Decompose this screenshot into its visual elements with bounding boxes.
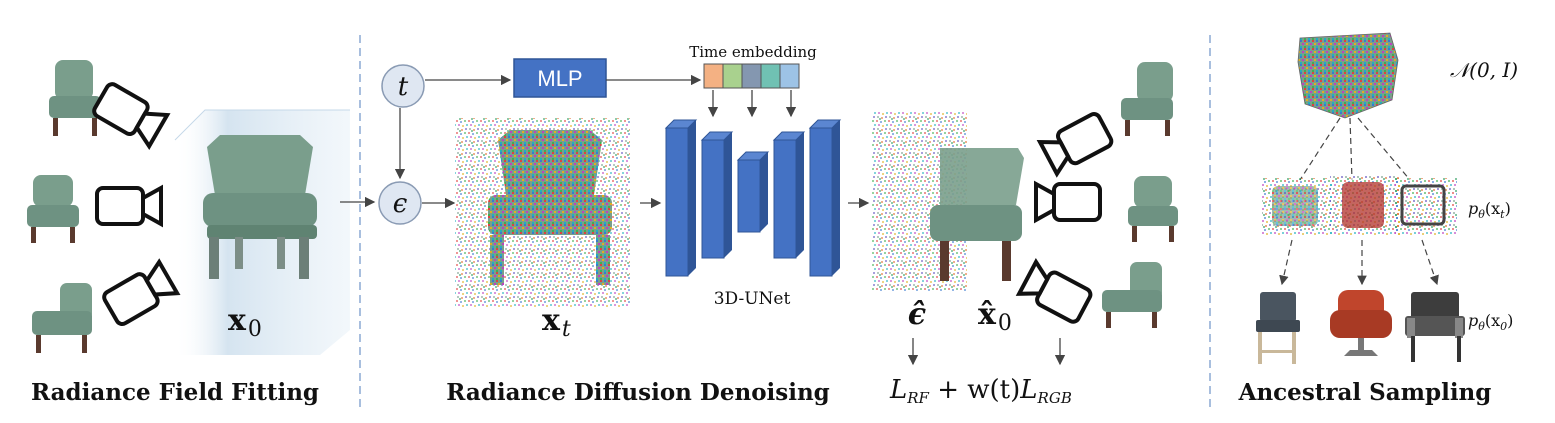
unet-block-4: [772, 131, 806, 259]
radiance-field-chair: [203, 135, 317, 279]
unet-block-5: [808, 119, 842, 277]
time-embedding-vector: [703, 63, 800, 89]
final-sample-armchair: [1330, 290, 1392, 356]
unet-block-1: [664, 119, 698, 277]
mlp-box: [513, 58, 607, 98]
t-node: [381, 64, 425, 108]
epsilon-label: ϵ: [393, 189, 408, 219]
output-chair-3: [1102, 262, 1162, 328]
camera-icon-3: [102, 258, 181, 326]
embed-cell-3: [741, 63, 762, 89]
unet-label: 3D-UNet: [714, 289, 791, 309]
output-chair-2: [1128, 176, 1178, 242]
intermediate-sample-3: [1395, 178, 1457, 236]
camera-icon-1: [92, 82, 171, 150]
dash-sample-to-stool: [1279, 239, 1293, 286]
x0-hat-label: x̂0: [978, 297, 1012, 336]
unet-3d: [664, 119, 842, 277]
dash-noise-to-left: [1299, 117, 1341, 181]
noise-distribution-label: 𝒩(0, I): [1450, 58, 1518, 82]
gaussian-noise-volume: [1297, 32, 1399, 119]
embed-cell-1: [703, 63, 724, 89]
output-camera-2: [1034, 180, 1102, 224]
pxt-label: pθ(xt): [1468, 199, 1511, 221]
chair-view-2: [27, 175, 79, 243]
x0-label: x0: [228, 303, 262, 342]
loss-formula: LRF + w(t)LRGB: [889, 375, 1072, 407]
output-chair-1: [1121, 62, 1173, 136]
mlp-label: MLP: [537, 66, 582, 91]
fitting-title: Radiance Field Fitting: [31, 379, 319, 406]
denoising-title: Radiance Diffusion Denoising: [446, 379, 830, 406]
dash-noise-to-right: [1357, 117, 1411, 181]
noisy-chair-xt: [455, 118, 630, 308]
predicted-output: [872, 112, 1024, 292]
t-label: t: [398, 72, 409, 102]
chair-view-1: [49, 60, 101, 136]
output-camera-1: [1036, 112, 1114, 178]
unet-block-2: [700, 131, 734, 259]
camera-icon-2: [95, 184, 163, 228]
output-camera-3: [1015, 258, 1093, 324]
embed-cell-4: [760, 63, 781, 89]
intermediate-sample-1: [1262, 178, 1332, 236]
embed-cell-2: [722, 63, 743, 89]
xt-label: xt: [542, 303, 571, 342]
time-embedding-label: Time embedding: [689, 43, 817, 61]
final-sample-bar-stool: [1256, 292, 1300, 364]
dash-noise-to-mid: [1349, 117, 1353, 181]
chair-view-3: [32, 283, 92, 353]
final-sample-box-chair: [1405, 292, 1465, 362]
unet-block-3: [736, 151, 770, 233]
embed-cell-5: [779, 63, 800, 89]
dash-sample-to-boxchair: [1421, 239, 1439, 286]
eps-hat-label: ϵ̂: [908, 297, 926, 332]
sampling-title: Ancestral Sampling: [1238, 379, 1492, 406]
epsilon-node: [378, 181, 422, 225]
intermediate-sample-2: [1330, 176, 1400, 236]
px0-label: pθ(x0): [1468, 311, 1513, 333]
